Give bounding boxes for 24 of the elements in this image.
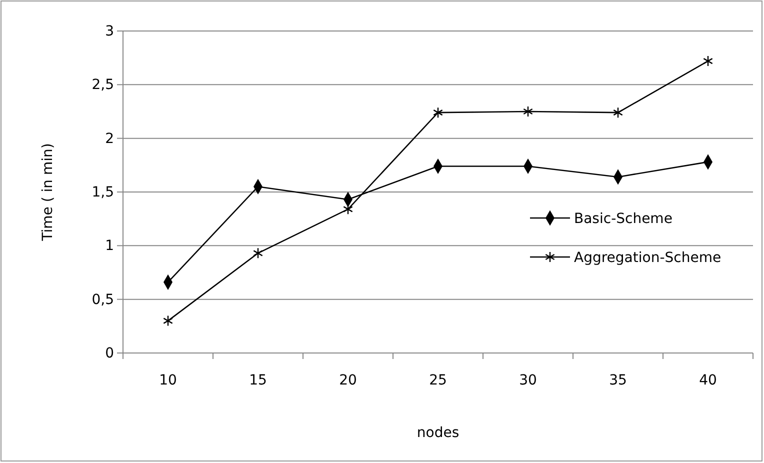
x-tick-label: 10 [159,372,177,388]
point [253,248,263,259]
x-tick-label: 20 [339,372,357,388]
y-tick-label: 0,5 [92,292,114,308]
y-tick-label: 2,5 [92,77,114,94]
y-tick-label: 0 [105,345,114,362]
point [163,315,173,326]
y-tick-label: 2 [105,130,114,147]
legend-label: Aggregation-Scheme [574,250,722,266]
x-tick-label: 35 [609,372,627,388]
point [433,106,443,118]
x-tick-label: 40 [699,372,717,388]
point [523,106,533,118]
y-tick-label: 1,5 [92,184,114,200]
legend-label: Basic-Scheme [574,210,672,227]
x-axis-title: nodes [416,425,460,441]
x-tick-label: 15 [249,372,267,388]
x-tick-label: 30 [519,372,537,388]
x-tick-label: 25 [429,372,447,388]
point [613,106,623,118]
y-tick-label: 3 [105,23,114,40]
y-tick-label: 1 [105,238,114,254]
y-axis-title: Time ( in min) [40,143,56,242]
point [703,55,713,67]
